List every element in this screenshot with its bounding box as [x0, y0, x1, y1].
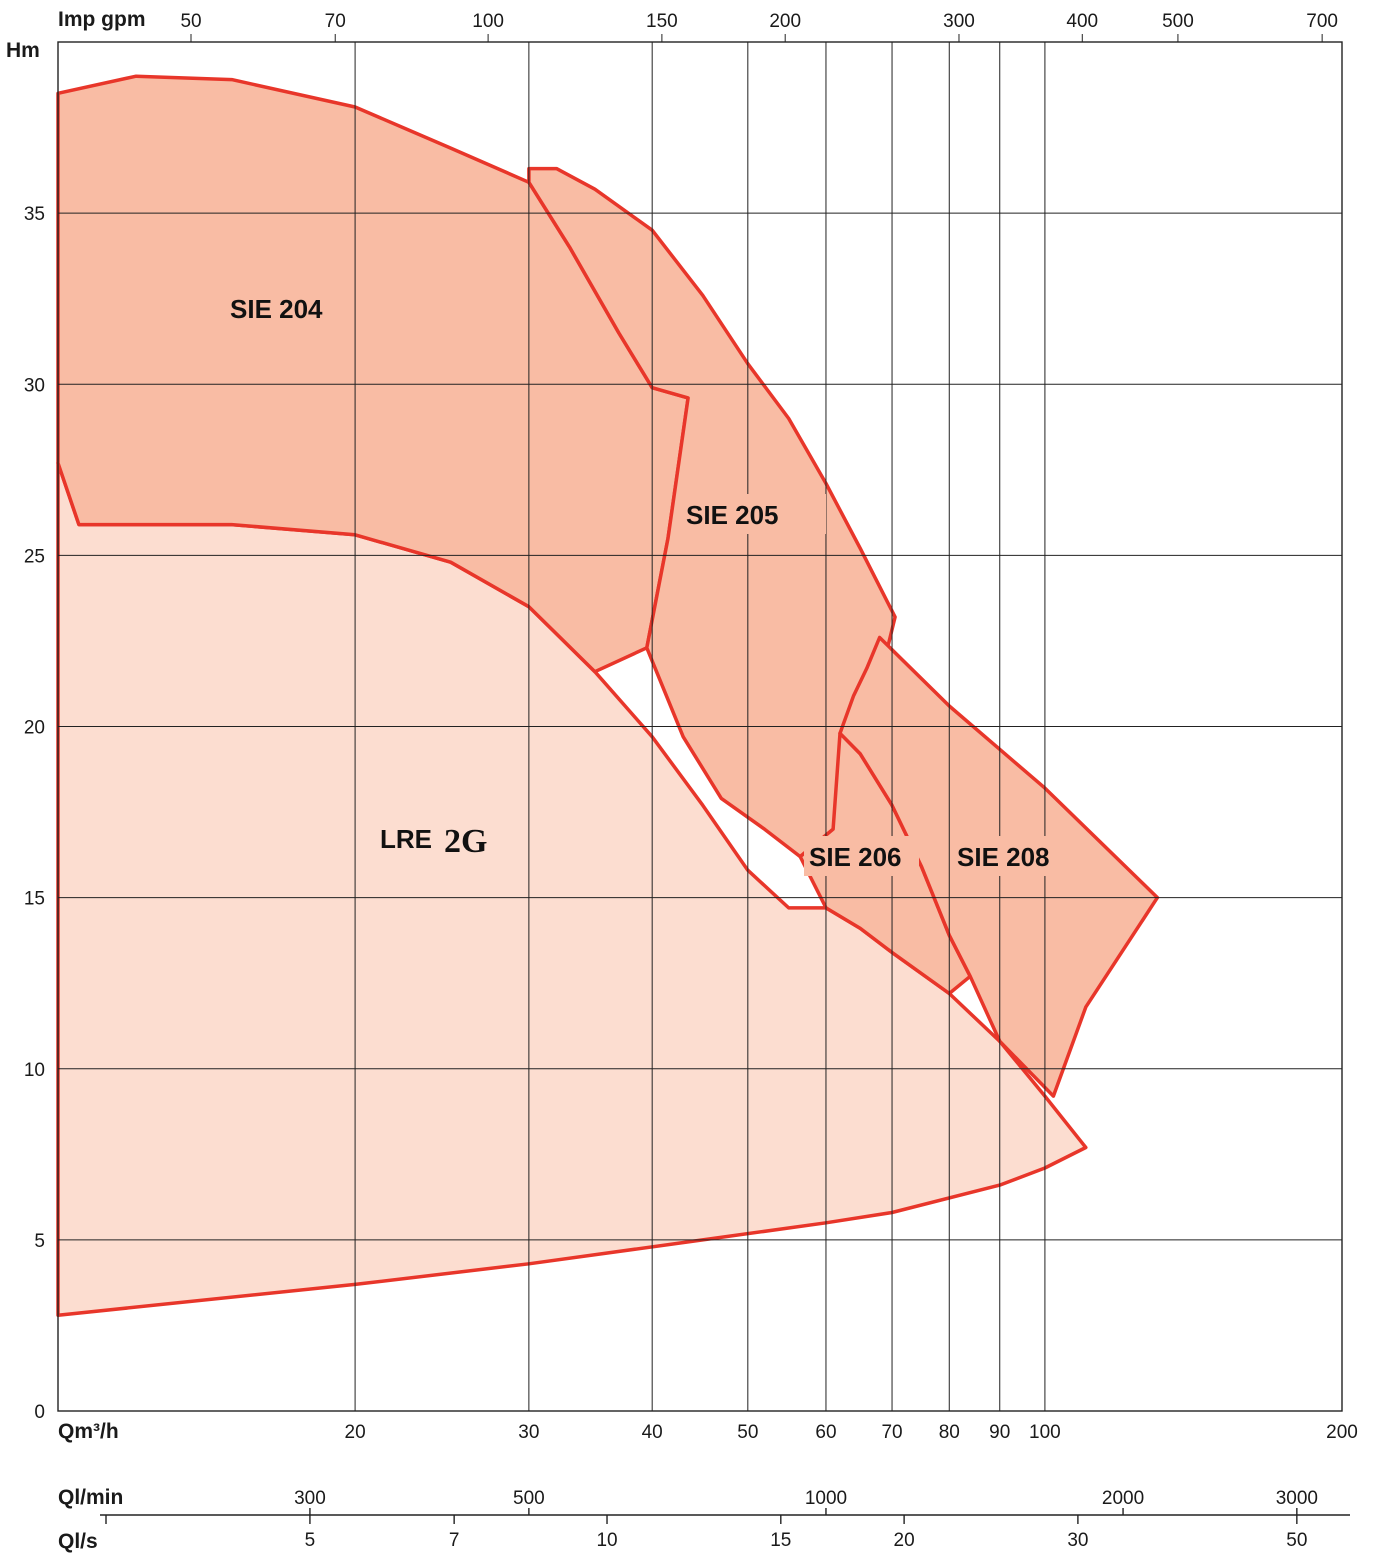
ls-axis-label: Ql/s [58, 1530, 98, 1553]
model-label-lre: LRE [380, 824, 432, 854]
ls-tick-label: 7 [449, 1530, 460, 1551]
top-tick-label: 300 [943, 11, 975, 32]
model-label-sie206: SIE 206 [809, 842, 902, 872]
y-tick-label: 10 [24, 1060, 45, 1081]
top-tick-label: 700 [1306, 11, 1338, 32]
ls-tick-label: 50 [1286, 1530, 1307, 1551]
top-tick-label: 150 [646, 11, 678, 32]
grid-lines [58, 42, 1342, 1411]
x-tick-label: 90 [989, 1422, 1010, 1443]
tick-labels: 0 5 10 15 20 25 30 35 20 30 40 50 60 70 80 90 100 200 50 70… [24, 11, 1358, 1551]
performance-areas [56, 74, 1160, 1317]
lmin-tick-label: 500 [513, 1488, 545, 1509]
top-tick-label: 50 [180, 11, 201, 32]
y-tick-label: 25 [24, 546, 45, 567]
x-tick-label: 60 [815, 1422, 836, 1443]
y-tick-label: 20 [24, 718, 45, 739]
top-tick-label: 70 [325, 11, 346, 32]
plot-frame [57, 41, 1343, 1412]
2g-logo: 2G [444, 823, 487, 860]
ls-tick-label: 5 [305, 1530, 316, 1551]
y-tick-label: 5 [34, 1231, 45, 1252]
y-tick-label: 0 [34, 1402, 45, 1423]
x-tick-label: 30 [518, 1422, 539, 1443]
model-label-sie208: SIE 208 [957, 842, 1050, 872]
x-tick-label: 70 [881, 1422, 902, 1443]
lmin-tick-label: 1000 [805, 1488, 847, 1509]
ls-tick-label: 20 [894, 1530, 915, 1551]
top-tick-label: 200 [769, 11, 801, 32]
top-tick-label: 100 [472, 11, 504, 32]
y-tick-label: 30 [24, 375, 45, 396]
lmin-tick-label: 300 [294, 1488, 326, 1509]
bottom-axis-label: Qm³/h [58, 1420, 119, 1443]
x-tick-label: 200 [1326, 1422, 1358, 1443]
ls-tick-label: 30 [1067, 1530, 1088, 1551]
axis-unit-labels: Hm Imp gpm Qm³/h Ql/min Ql/s [6, 8, 146, 1553]
x-tick-label: 80 [939, 1422, 960, 1443]
ls-tick-label: 10 [596, 1530, 617, 1551]
model-label-sie204: SIE 204 [230, 294, 323, 324]
y-axis-label: Hm [6, 39, 40, 62]
x-tick-label: 100 [1029, 1422, 1061, 1443]
ls-tick-label: 15 [770, 1530, 791, 1551]
model-labels: SIE 204 SIE 205 SIE 206 SIE 208 LRE 2G [224, 288, 1063, 876]
y-tick-label: 15 [24, 889, 45, 910]
x-tick-label: 20 [345, 1422, 366, 1443]
top-tick-label: 500 [1162, 11, 1194, 32]
top-tick-label: 400 [1066, 11, 1098, 32]
lmin-tick-label: 3000 [1276, 1488, 1318, 1509]
top-axis-label: Imp gpm [58, 8, 146, 31]
lmin-tick-label: 2000 [1102, 1488, 1144, 1509]
y-tick-label: 35 [24, 204, 45, 225]
x-tick-label: 50 [737, 1422, 758, 1443]
model-label-sie205: SIE 205 [686, 500, 779, 530]
lmin-axis-label: Ql/min [58, 1486, 123, 1509]
x-tick-label: 40 [642, 1422, 663, 1443]
